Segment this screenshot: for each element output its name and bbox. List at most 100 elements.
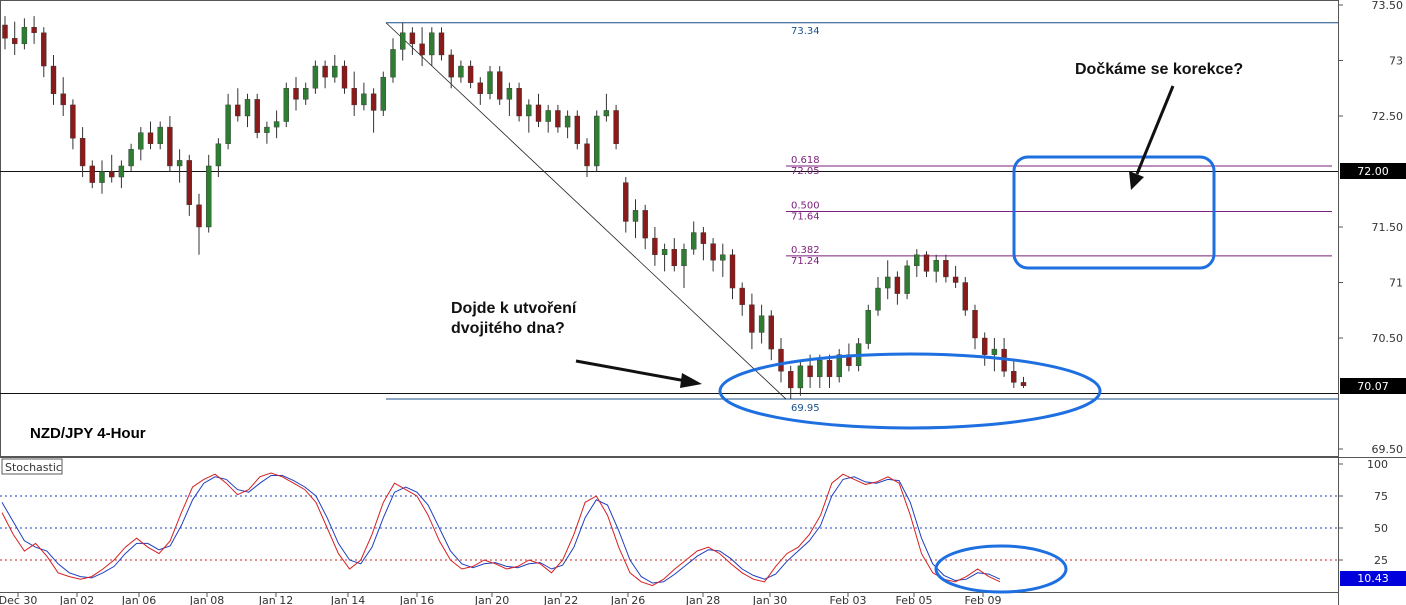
candle-body [661,248,668,255]
current-price-tag [1340,378,1406,394]
candle-body [788,371,794,389]
stochastic-k-line [1,472,1001,587]
symbol-timeframe-label: NZD/JPY 4-Hour [30,425,146,442]
candle-body [826,360,833,378]
candle-body [933,260,939,272]
time-tick-label: Jan 06 [121,594,156,605]
candle-body [720,254,726,261]
time-tick-label: Jan 20 [474,594,509,605]
candle-body [691,232,697,250]
candle-body [186,160,193,205]
candle-body [865,310,871,344]
candle-body [545,110,551,122]
correction-question: Dočkáme se korekce? [1075,61,1243,78]
time-tick-label: Dec 30 [0,594,37,605]
candle-body [118,165,125,178]
stochastic-axis: 100 75 50 25 [1338,458,1388,567]
candle-body [225,104,231,144]
candle-body [885,276,891,289]
correction-zone-box [1012,155,1216,270]
time-axis: Dec 30 Jan 02 Jan 06 Jan 08 Jan 12 Jan 14 Jan … [0,592,1001,605]
price-tick-label: 71.50 [1372,221,1404,234]
time-tick-label: Jan 16 [399,594,434,605]
candle-body [89,165,96,183]
candle-body [60,93,66,106]
candle-body [807,365,813,378]
current-price-tag-text: 70.07 [1357,380,1389,393]
price-axis: 73.50 73 72.50 71.50 71 70.50 69.50 [1338,0,1403,456]
candle-body [758,315,765,333]
candle-body [564,115,571,128]
candle-body [632,210,639,222]
double-bottom-question-line2: dvojitého dna? [451,320,565,337]
stochastic-oversold-ellipse [934,544,1068,594]
stochastic-value-tag [1340,571,1406,586]
fib-price-label: 72.05 [791,166,820,177]
time-tick-label: Jan 08 [189,594,224,605]
price-tick-label: 72.50 [1372,110,1404,123]
candle-body [235,104,241,117]
candle-body [312,65,319,89]
low-level-label: 69.95 [791,403,820,414]
candle-body [293,88,299,100]
stochastic-label: Stochastic [5,461,62,474]
candle-body [904,265,910,294]
candlestick-series [2,16,1027,400]
candle-body [458,65,464,78]
candle-body [584,143,590,167]
candle-body [943,260,949,278]
candle-body [70,104,76,139]
candle-body [739,287,745,305]
candle-body [147,132,154,144]
candle-body [642,210,648,239]
downtrend-line [385,22,787,400]
candle-body [283,88,289,122]
candle-body [923,254,930,272]
candle-body [778,348,784,372]
candle-body [429,32,435,56]
double-bottom-ellipse [718,352,1102,430]
candle-body [991,348,998,355]
candle-body [50,65,57,95]
candle-body [254,99,260,133]
price-tick-label: 71 [1389,277,1403,290]
candle-body [438,32,445,56]
candle-body [700,232,707,244]
stochastic-label-box [1,458,63,475]
candle-body [157,126,163,144]
candle-body [962,282,968,311]
candle-body [797,365,804,389]
candle-body [1020,382,1027,386]
fib-price-label: 71.64 [791,211,820,222]
candle-body [332,65,338,78]
candle-body [516,88,522,117]
candle-body [729,254,736,289]
candle-body [982,337,988,355]
candle-body [497,71,503,100]
candle-body [370,93,377,111]
candle-body [108,171,115,178]
candle-body [952,276,959,283]
double-bottom-question-line1: Dojde k utvoření [451,300,577,317]
stochastic-value-tag-text: 10.43 [1357,572,1389,585]
candle-body [555,110,561,128]
candle-body [128,149,134,167]
candle-body [467,65,474,83]
resistance-price-tag-text: 72.00 [1357,165,1389,178]
candle-body [652,237,658,255]
candle-body [419,43,425,56]
candle-body [409,32,416,45]
price-tick-label: 73.50 [1372,0,1404,12]
candle-body [176,160,183,167]
time-tick-label: Jan 22 [543,594,578,605]
candle-body [749,304,755,333]
candle-body [1011,371,1017,383]
time-tick-label: Feb 09 [965,594,1002,605]
candle-body [196,204,202,228]
candle-body [31,27,37,33]
candle-body [506,88,513,100]
time-tick-label: Jan 02 [59,594,94,605]
candle-body [594,115,600,167]
candle-body [914,254,920,267]
